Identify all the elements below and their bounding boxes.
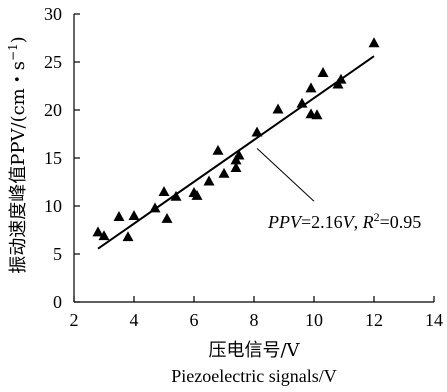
data-point-triangle — [218, 167, 230, 178]
data-point-triangle — [305, 82, 317, 93]
fit-equation-sep: , — [354, 212, 363, 232]
data-point-triangle — [368, 37, 380, 48]
data-point-triangle — [128, 210, 140, 220]
data-point-triangle — [170, 190, 182, 201]
y-axis-title-main: 振动速度峰值PPV/(cm・s — [8, 61, 29, 274]
data-point-triangle — [191, 189, 203, 200]
fit-equation-r: R — [362, 212, 374, 232]
data-point-triangle — [113, 211, 125, 221]
data-point-triangle — [161, 212, 173, 223]
axis-ticks: 2 4 6 8 10 12 14 0 5 10 15 20 25 30 — [44, 4, 443, 330]
y-tick-label: 25 — [44, 52, 62, 72]
data-points — [92, 37, 380, 242]
data-point-triangle — [122, 231, 134, 242]
data-point-triangle — [203, 175, 215, 186]
fit-equation: PPV=2.16V, R2=0.95 — [267, 210, 421, 232]
fit-equation-r-val: =0.95 — [380, 212, 422, 232]
x-tick-label: 4 — [130, 310, 139, 330]
data-point-triangle — [158, 186, 170, 196]
data-point-triangle — [233, 149, 245, 160]
data-point-triangle — [212, 144, 224, 155]
y-axis-title-sup: −1 — [6, 43, 20, 61]
y-tick-label: 5 — [53, 244, 62, 264]
x-axis-title: 压电信号/V — [208, 340, 300, 361]
y-tick-label: 0 — [53, 292, 62, 312]
x-axis-title-en: Piezoelectric signals/V — [171, 366, 336, 386]
x-tick-label: 14 — [425, 310, 443, 330]
y-tick-label: 10 — [44, 196, 62, 216]
data-point-triangle — [92, 226, 104, 237]
x-tick-label: 6 — [190, 310, 199, 330]
data-point-triangle — [98, 230, 110, 241]
data-point-triangle — [311, 109, 323, 120]
y-axis-title: 振动速度峰值PPV/(cm・s−1) — [6, 36, 29, 273]
data-point-triangle — [317, 67, 329, 77]
x-tick-label: 10 — [305, 310, 323, 330]
fit-line — [97, 55, 375, 250]
fit-equation-var: V — [343, 212, 356, 232]
data-point-triangle — [230, 162, 242, 172]
x-tick-label: 2 — [70, 310, 79, 330]
y-tick-label: 30 — [44, 4, 62, 24]
fit-equation-r-sup: 2 — [374, 210, 380, 224]
data-point-triangle — [272, 103, 284, 114]
y-tick-label: 15 — [44, 148, 62, 168]
x-tick-label: 8 — [250, 310, 259, 330]
data-point-triangle — [251, 126, 263, 137]
fit-equation-lhs: PPV — [267, 212, 303, 232]
y-axis-title-close: ) — [8, 36, 29, 43]
fit-equation-eq: =2.16 — [301, 212, 343, 232]
y-tick-label: 20 — [44, 100, 62, 120]
x-tick-label: 12 — [365, 310, 383, 330]
annotation-pointer — [256, 148, 315, 202]
